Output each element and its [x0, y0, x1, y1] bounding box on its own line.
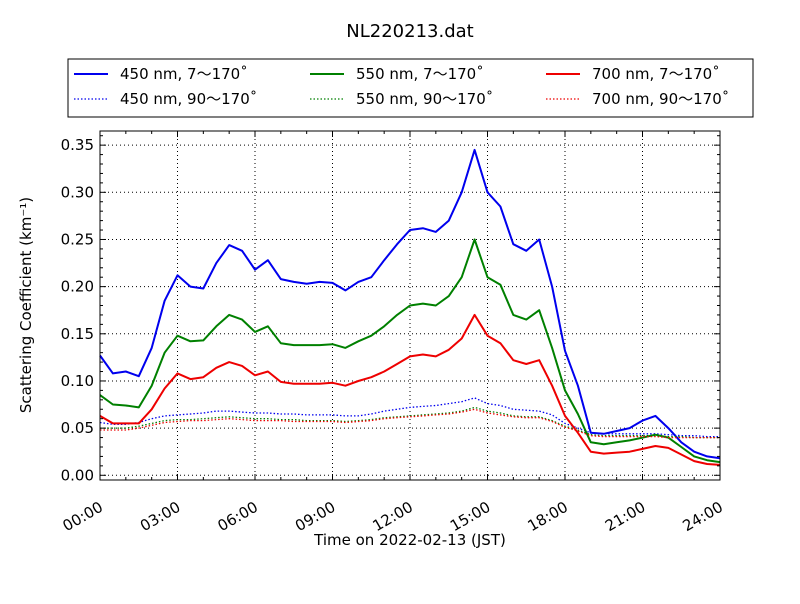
legend-frame — [67, 58, 754, 118]
y-tick-label: 0.30 — [61, 183, 94, 201]
legend-label-5: 700 nm, 90～170˚ — [592, 90, 729, 108]
legend-label-2: 550 nm, 7～170˚ — [356, 65, 484, 83]
y-tick-label: 0.10 — [61, 372, 94, 390]
x-tick-label: 03:00 — [137, 498, 183, 535]
x-axis-label: Time on 2022-02-13 (JST) — [313, 531, 506, 549]
x-tick-label: 21:00 — [602, 498, 648, 535]
y-tick-label: 0.35 — [61, 136, 94, 154]
y-tick-label: 0.05 — [61, 419, 94, 437]
x-tick-label: 12:00 — [370, 498, 416, 535]
series-line-5 — [100, 408, 720, 439]
grid — [100, 131, 720, 480]
series-line-1 — [99, 397, 720, 438]
legend: 450 nm, 7～170˚ 450 nm, 90～170˚ 550 nm, 7～1… — [67, 58, 754, 118]
legend-label-4: 700 nm, 7～170˚ — [592, 65, 720, 83]
x-tick-label: 00:00 — [60, 498, 106, 535]
x-tick-label: 24:00 — [680, 498, 726, 535]
x-tick-label: 18:00 — [525, 498, 571, 535]
y-tick-label: 0.20 — [61, 278, 94, 296]
series-line-2 — [99, 238, 721, 464]
x-tick-label: 09:00 — [292, 498, 338, 535]
x-tick-label: 06:00 — [215, 498, 261, 535]
x-tick-label: 15:00 — [447, 498, 493, 535]
y-axis-label: Scattering Coefficient (km⁻¹) — [17, 197, 35, 413]
series-line-3 — [100, 406, 720, 439]
y-tick-label: 0.15 — [61, 325, 94, 343]
legend-label-3: 550 nm, 90～170˚ — [356, 90, 493, 108]
legend-label-0: 450 nm, 7～170˚ — [120, 65, 248, 83]
series-line-0 — [99, 148, 721, 460]
chart-title: NL220213.dat — [346, 21, 473, 42]
series-layer — [99, 148, 721, 466]
plot-area: 00:00 03:00 06:00 09:00 12:00 15:00 18:00 21:00… — [60, 130, 726, 535]
legend-label-1: 450 nm, 90～170˚ — [120, 90, 257, 108]
axis-ticks: 00:00 03:00 06:00 09:00 12:00 15:00 18:00 21:00… — [60, 131, 726, 535]
y-tick-label: 0.25 — [61, 230, 94, 248]
y-tick-label: 0.00 — [61, 466, 94, 484]
series-line-4 — [99, 313, 721, 466]
